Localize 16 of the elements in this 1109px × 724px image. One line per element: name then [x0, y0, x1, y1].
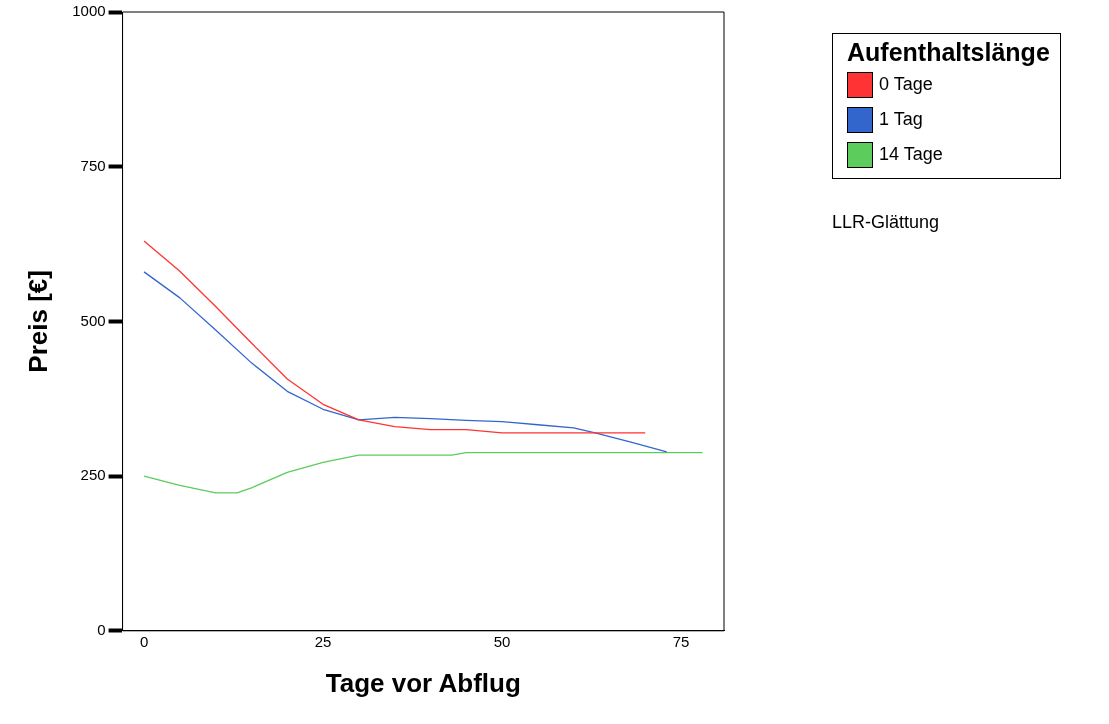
x-tick-label: 25 — [314, 632, 332, 650]
legend-label: 14 Tage — [879, 144, 943, 165]
x-tick-label: 50 — [493, 632, 511, 650]
y-tick-label: 750 — [80, 156, 106, 174]
x-axis-title: Tage vor Abflug — [325, 667, 521, 698]
y-tick-label: 500 — [80, 311, 106, 329]
legend-label: 0 Tage — [879, 74, 933, 95]
text: LLR-Glättung — [832, 212, 940, 233]
x-tick-label: 75 — [672, 632, 690, 650]
y-tick-label: 1000 — [72, 2, 106, 20]
y-tick-label: 250 — [80, 466, 106, 484]
legend-label: 1 Tag — [879, 109, 923, 130]
y-axis-title: Preis [€] — [22, 270, 53, 373]
y-tick-label: 0 — [97, 620, 106, 638]
legend-title: Aufenthaltslänge — [847, 38, 1050, 67]
x-tick-label: 0 — [139, 632, 149, 650]
